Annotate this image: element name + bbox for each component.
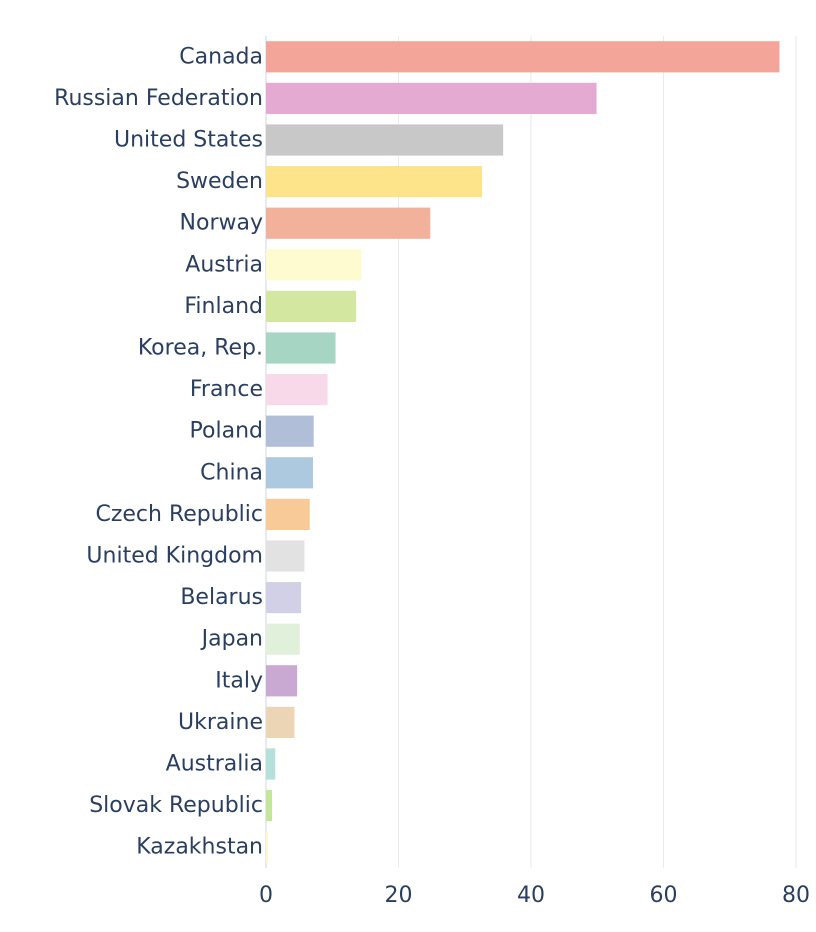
bar-japan[interactable] <box>266 623 300 655</box>
bar-poland[interactable] <box>266 415 314 447</box>
bar-australia[interactable] <box>266 748 276 780</box>
y-tick-label-belarus: Belarus <box>180 585 263 610</box>
y-tick-label-korea-rep: Korea, Rep. <box>138 336 263 361</box>
bar-france[interactable] <box>266 374 328 406</box>
y-tick-label-sweden: Sweden <box>176 169 263 194</box>
y-tick-label-france: France <box>190 377 263 402</box>
bar-slovak-republic[interactable] <box>266 790 272 822</box>
bar-austria[interactable] <box>266 249 362 281</box>
x-axis-labels: 0 20 40 60 80 <box>259 883 810 908</box>
grid-lines <box>265 36 797 868</box>
x-tick-label-20: 20 <box>385 883 413 908</box>
bars <box>266 41 780 863</box>
bar-ukraine[interactable] <box>266 706 295 738</box>
y-tick-label-russian-federation: Russian Federation <box>54 86 263 111</box>
bar-belarus[interactable] <box>266 582 302 614</box>
y-tick-label-italy: Italy <box>215 668 263 693</box>
y-tick-label-canada: Canada <box>179 44 263 69</box>
bar-finland[interactable] <box>266 290 357 322</box>
bar-canada[interactable] <box>266 41 780 73</box>
bar-czech-republic[interactable] <box>266 498 310 530</box>
y-tick-label-austria: Austria <box>185 252 263 277</box>
x-tick-label-60: 60 <box>650 883 678 908</box>
y-tick-label-norway: Norway <box>180 211 263 236</box>
y-tick-label-united-states: United States <box>114 128 263 153</box>
y-axis-labels: Canada Russian Federation United States Swe… <box>54 44 263 859</box>
y-tick-label-kazakhstan: Kazakhstan <box>136 835 263 860</box>
bar-united-kingdom[interactable] <box>266 540 305 572</box>
bar-korea-rep[interactable] <box>266 332 336 364</box>
bar-norway[interactable] <box>266 207 431 239</box>
bar-china[interactable] <box>266 457 314 489</box>
y-tick-label-china: China <box>200 460 263 485</box>
y-tick-label-australia: Australia <box>166 752 263 777</box>
bar-united-states[interactable] <box>266 124 504 156</box>
bar-kazakhstan[interactable] <box>266 831 268 863</box>
bar-italy[interactable] <box>266 665 298 697</box>
y-tick-label-ukraine: Ukraine <box>178 710 263 735</box>
y-tick-label-czech-republic: Czech Republic <box>95 502 263 527</box>
bar-sweden[interactable] <box>266 166 482 198</box>
x-tick-label-80: 80 <box>782 883 810 908</box>
y-tick-label-finland: Finland <box>184 294 263 319</box>
y-tick-label-japan: Japan <box>200 627 263 652</box>
bar-russian-federation[interactable] <box>266 82 597 114</box>
x-tick-label-0: 0 <box>259 883 273 908</box>
x-tick-label-40: 40 <box>517 883 545 908</box>
y-tick-label-united-kingdom: United Kingdom <box>86 544 263 569</box>
y-tick-label-poland: Poland <box>190 419 263 444</box>
y-tick-label-slovak-republic: Slovak Republic <box>89 793 263 818</box>
